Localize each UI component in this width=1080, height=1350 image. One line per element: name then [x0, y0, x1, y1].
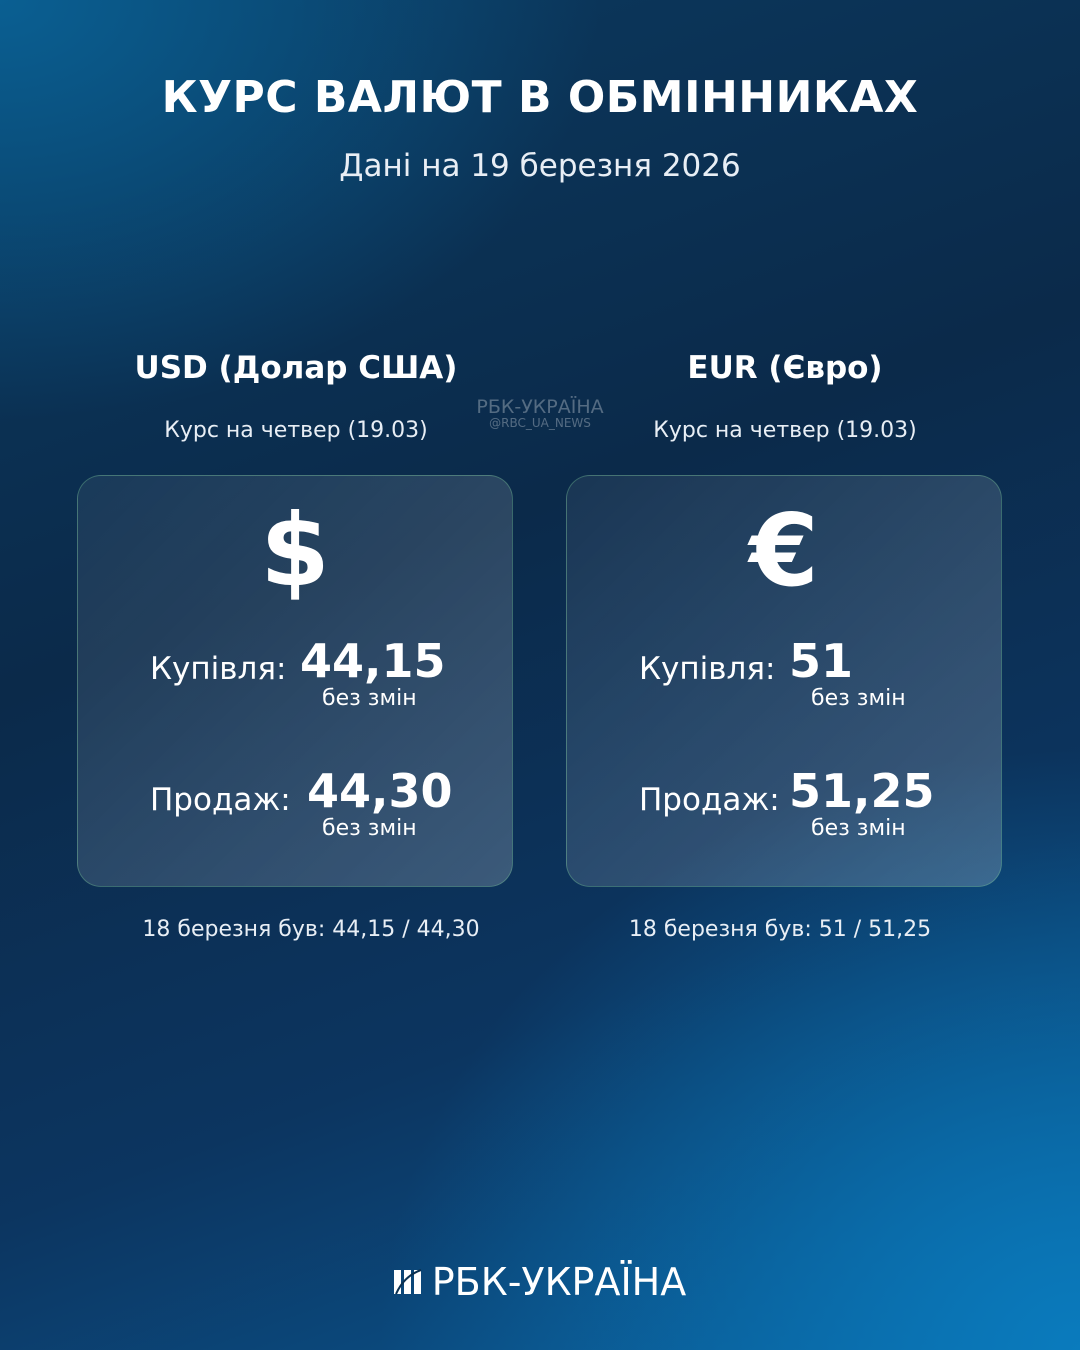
rbc-logo-icon — [393, 1269, 422, 1295]
usd-sell-label: Продаж: — [150, 782, 291, 818]
usd-sell-change: без змін — [322, 816, 417, 841]
eur-sell-value: 51,25 — [789, 764, 935, 818]
usd-buy-change: без змін — [322, 686, 417, 711]
eur-buy-value: 51 — [789, 634, 854, 688]
watermark: РБК-УКРАЇНА @RBC_UA_NEWS — [440, 396, 640, 430]
page-title: КУРС ВАЛЮТ В ОБМІННИКАХ — [161, 72, 919, 123]
eur-buy-change: без змін — [811, 686, 906, 711]
eur-buy-label: Купівля: — [639, 651, 776, 687]
footer-logo: РБК-УКРАЇНА — [0, 1260, 1080, 1304]
eur-heading: EUR (Євро) — [687, 350, 883, 386]
eur-previous: 18 березня був: 51 / 51,25 — [628, 917, 932, 942]
usd-card: $ Купівля: 44,15 без змін Продаж: 44,30 … — [77, 475, 513, 887]
eur-day: Курс на четвер (19.03) — [653, 418, 917, 443]
usd-day: Курс на четвер (19.03) — [164, 418, 428, 443]
dollar-icon: $ — [260, 492, 330, 609]
eur-card: € Купівля: 51 без змін Продаж: 51,25 без… — [566, 475, 1002, 887]
usd-buy-label: Купівля: — [150, 651, 287, 687]
watermark-brand: РБК-УКРАЇНА — [476, 396, 604, 418]
footer-brand: РБК-УКРАЇНА — [431, 1260, 687, 1304]
usd-sell-value: 44,30 — [307, 764, 453, 818]
page-subtitle: Дані на 19 березня 2026 — [339, 148, 741, 184]
eur-sell-label: Продаж: — [639, 782, 780, 818]
usd-buy-value: 44,15 — [300, 634, 446, 688]
euro-icon: € — [749, 492, 819, 609]
usd-previous: 18 березня був: 44,15 / 44,30 — [142, 917, 480, 942]
watermark-handle: @RBC_UA_NEWS — [489, 416, 591, 430]
usd-heading: USD (Долар США) — [134, 350, 458, 386]
eur-sell-change: без змін — [811, 816, 906, 841]
